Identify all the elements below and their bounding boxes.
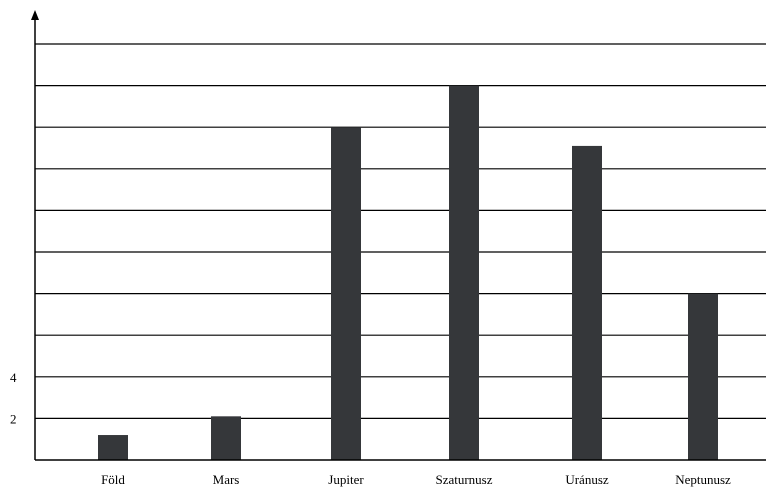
x-tick-label: Föld: [101, 472, 125, 487]
bar: [449, 85, 479, 460]
bar: [331, 127, 361, 460]
gridlines: [35, 43, 766, 419]
bar: [572, 145, 602, 461]
x-tick-label: Szaturnusz: [435, 472, 492, 487]
x-tick-label: Neptunusz: [675, 472, 731, 487]
x-tick-label: Uránusz: [565, 472, 609, 487]
bar: [688, 293, 718, 460]
x-tick-label: Jupiter: [328, 472, 364, 487]
y-axis-arrow-icon: [31, 10, 39, 20]
bar: [98, 435, 128, 460]
axes: [31, 10, 766, 461]
y-tick-label: 4: [10, 370, 17, 385]
x-tick-labels: Föld Mars Jupiter Szaturnusz Uránusz Neptunus…: [101, 472, 731, 487]
bars: [98, 85, 718, 461]
bar: [211, 416, 241, 460]
y-tick-labels: 24: [10, 370, 17, 427]
y-tick-label: 2: [10, 411, 17, 426]
x-tick-label: Mars: [213, 472, 240, 487]
